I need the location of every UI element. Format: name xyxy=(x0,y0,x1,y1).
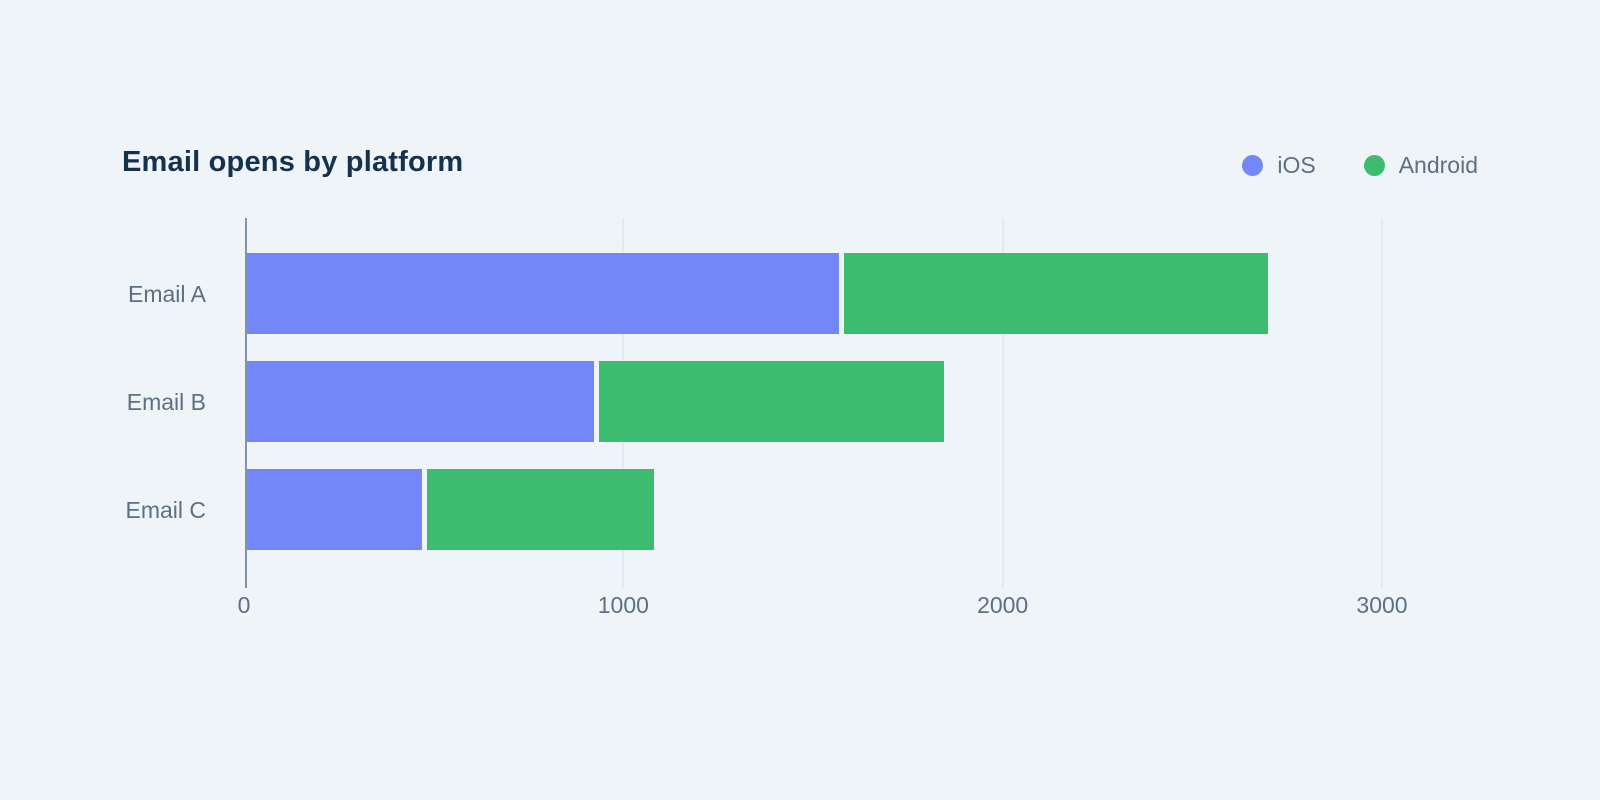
x-tick-label-3000: 3000 xyxy=(1356,592,1408,618)
legend-swatch-ios xyxy=(1242,154,1264,176)
chart-title: Email opens by platform xyxy=(122,146,464,178)
category-label-email-c: Email C xyxy=(125,496,206,523)
legend: iOS Android xyxy=(1242,143,1478,187)
gridline-3000 xyxy=(1381,218,1383,588)
category-label-email-b: Email B xyxy=(126,388,206,415)
legend-label-ios: iOS xyxy=(1277,151,1316,178)
x-tick-label-2000: 2000 xyxy=(977,592,1029,618)
legend-swatch-android xyxy=(1363,154,1385,176)
bar-segment-android-2 xyxy=(599,361,944,442)
legend-item-ios[interactable]: iOS xyxy=(1242,151,1316,179)
legend-label-android: Android xyxy=(1398,151,1478,178)
x-tick-label-1000: 1000 xyxy=(597,592,649,618)
bar-segment-ios-2 xyxy=(247,361,595,442)
y-axis-line xyxy=(245,218,247,588)
bar-segment-android-3 xyxy=(426,469,654,550)
legend-item-android[interactable]: Android xyxy=(1363,151,1478,179)
x-tick-label-0: 0 xyxy=(237,592,251,618)
bar-segment-ios-1 xyxy=(247,253,839,334)
category-label-email-a: Email A xyxy=(128,280,206,307)
bar-segment-ios-3 xyxy=(247,469,422,550)
gridline-2000 xyxy=(1001,218,1004,588)
bar-segment-android-1 xyxy=(843,253,1269,334)
